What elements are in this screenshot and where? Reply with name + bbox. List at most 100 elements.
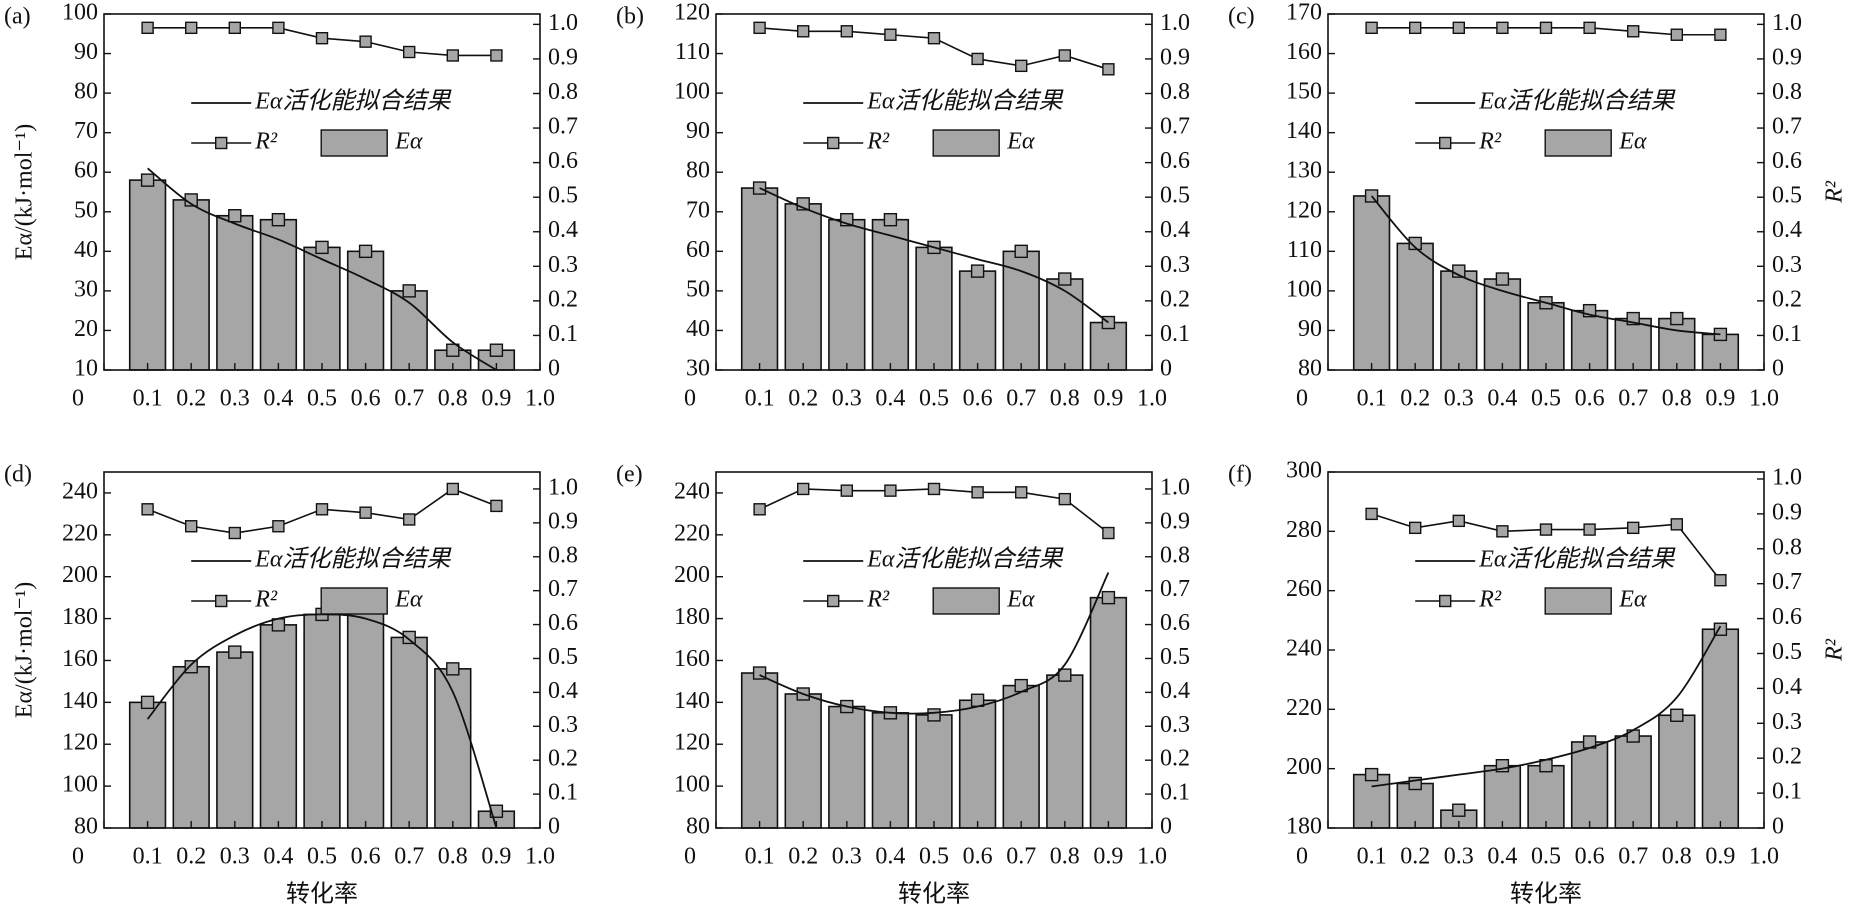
x-tick-label: 0 [684, 386, 696, 412]
y-axis-label: Eα/(kJ·mol⁻¹) [12, 582, 38, 718]
bar-top-marker [489, 804, 504, 818]
legend-marker [214, 594, 228, 608]
y2-tick-label: 0.5 [1160, 644, 1190, 670]
r2-marker [1058, 49, 1072, 62]
fit-curve [759, 572, 1110, 715]
x-tick-label: 0.1 [745, 844, 775, 870]
y2-tick-label: 1.0 [548, 474, 578, 500]
x-tick-label: 0.5 [919, 844, 949, 870]
x-tick-label: 0.3 [1444, 386, 1474, 412]
y2-tick-label: 0.7 [1772, 114, 1802, 140]
y2-tick-label: 0.3 [1160, 252, 1190, 278]
r2-marker [1714, 573, 1727, 587]
x-axis-label: 转化率 [1510, 881, 1582, 908]
bar-top-marker [1408, 236, 1422, 251]
x-tick-label: 0.5 [307, 844, 337, 870]
legend-label: R² [866, 129, 890, 155]
bar [1396, 782, 1434, 829]
y2-tick-label: 0.9 [1772, 44, 1802, 70]
x-tick-label: 0.9 [1705, 386, 1735, 412]
x-tick-label: 0.8 [438, 844, 468, 870]
y2-tick-label: 0.4 [1160, 217, 1190, 243]
y2-tick-label: 0.1 [1160, 780, 1190, 806]
bar [1658, 714, 1696, 829]
bar [1527, 764, 1565, 829]
x-tick-label: 0.3 [832, 844, 862, 870]
bar [1483, 278, 1522, 371]
x-tick-label: 0.9 [1093, 844, 1123, 870]
y2-tick-label: 0.9 [1160, 508, 1190, 534]
y-tick-label: 300 [1286, 458, 1322, 484]
x-axis-label: 转化率 [898, 881, 970, 908]
y2-tick-label: 0 [1160, 356, 1172, 382]
y-tick-label: 100 [674, 79, 710, 105]
y-tick-label: 70 [686, 197, 710, 223]
panel: 80 100 120 140 160 180 200 220 240 0 0.1 0.2 0.3 0.4 0… [616, 462, 1190, 908]
y2-tick-label: 0.7 [548, 576, 578, 602]
x-tick-label: 1.0 [1749, 844, 1779, 870]
bar [390, 636, 428, 829]
x-tick-label: 0.6 [1575, 386, 1605, 412]
legend-label: Eα活化能拟合结果 [1478, 88, 1676, 115]
y2-tick-label: 1.0 [1772, 464, 1802, 490]
y-tick-label: 160 [674, 646, 710, 672]
y2-tick-label: 0.2 [1160, 286, 1190, 312]
panel-label: (d) [4, 462, 32, 488]
legend-label: R² [866, 587, 890, 613]
bar [172, 665, 210, 829]
r2-marker [228, 526, 242, 540]
legend-label: R² [1478, 129, 1502, 155]
y-tick-label: 160 [1286, 39, 1322, 65]
x-tick-label: 0.1 [133, 386, 163, 412]
y2-tick-label: 0.7 [1772, 569, 1802, 595]
bar [1614, 317, 1652, 371]
y-tick-label: 110 [675, 39, 710, 65]
bar-top-marker [489, 343, 504, 357]
bar [915, 714, 953, 829]
bar [1352, 195, 1391, 371]
bar-top-marker [1101, 590, 1116, 605]
r2-marker [1408, 21, 1422, 35]
x-tick-label: 0.2 [788, 844, 818, 870]
y2-tick-label: 0.7 [1160, 114, 1190, 140]
legend-label: Eα活化能拟合结果 [254, 88, 452, 115]
x-tick-label: 0 [72, 386, 84, 412]
bar [1527, 301, 1565, 371]
y2-tick-label: 0.8 [1160, 79, 1190, 105]
y-tick-label: 100 [62, 772, 98, 798]
y2-tick-label: 0.5 [1772, 183, 1802, 209]
bar [303, 613, 341, 829]
bar-top-marker [1058, 668, 1072, 682]
r2-marker [1626, 521, 1640, 535]
r2-marker [840, 484, 853, 497]
bar-top-marker [228, 645, 242, 659]
bar [828, 705, 866, 829]
r2-marker [228, 21, 242, 35]
legend-label: Eα [394, 129, 423, 155]
y-tick-label: 10 [74, 356, 98, 382]
bar [1570, 741, 1609, 829]
r2-marker [1102, 63, 1115, 76]
bar [1701, 628, 1740, 829]
panel: 180 200 220 240 260 280 300 0 0.1 0.2 0.3 0.4 0.5 0.6… [1228, 458, 1848, 908]
legend-swatch [1544, 129, 1612, 157]
x-axis-label: 转化率 [286, 881, 358, 908]
x-tick-label: 0.2 [1400, 386, 1430, 412]
y-tick-label: 180 [1286, 814, 1322, 840]
y2-tick-label: 0.3 [1160, 712, 1190, 738]
r2-marker [1408, 521, 1422, 535]
x-tick-label: 0.8 [1050, 844, 1080, 870]
y-tick-label: 220 [1286, 695, 1322, 721]
panel-label: (f) [1228, 462, 1252, 488]
r2-marker [1015, 486, 1028, 499]
y-tick-label: 80 [74, 814, 98, 840]
bar [1089, 321, 1128, 371]
bar-top-marker [1670, 708, 1684, 722]
y2-tick-label: 0.4 [1772, 217, 1802, 243]
x-tick-label: 0.2 [788, 386, 818, 412]
panel-label: (c) [1228, 4, 1255, 30]
y-tick-label: 240 [1286, 636, 1322, 662]
bar [1352, 773, 1391, 829]
y-tick-label: 200 [1286, 754, 1322, 780]
